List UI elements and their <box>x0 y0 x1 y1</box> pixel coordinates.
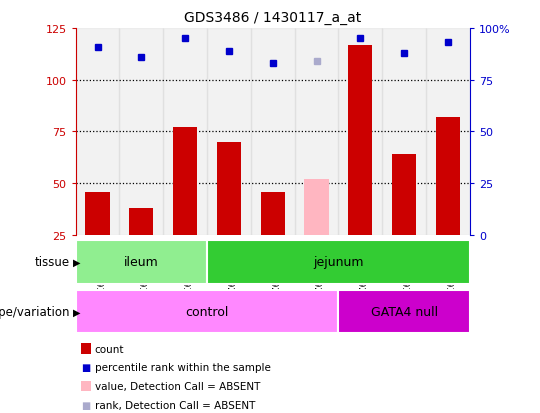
Bar <box>163 29 207 235</box>
Bar <box>173 128 197 235</box>
Text: percentile rank within the sample: percentile rank within the sample <box>94 363 271 373</box>
Text: GATA4 null: GATA4 null <box>370 305 437 318</box>
Text: count: count <box>94 344 124 354</box>
Text: ■: ■ <box>81 363 91 373</box>
Bar <box>76 240 207 284</box>
Bar <box>436 118 460 235</box>
Bar <box>217 142 241 235</box>
Text: ■: ■ <box>81 400 91 410</box>
Text: value, Detection Call = ABSENT: value, Detection Call = ABSENT <box>94 381 260 391</box>
Bar <box>348 45 373 235</box>
Text: jejunum: jejunum <box>313 256 363 269</box>
Bar <box>76 29 119 235</box>
Text: ileum: ileum <box>124 256 159 269</box>
Bar <box>85 192 110 235</box>
Bar <box>129 209 153 235</box>
Bar <box>339 29 382 235</box>
Bar <box>261 192 285 235</box>
Bar <box>392 155 416 235</box>
Bar <box>305 180 328 235</box>
Text: genotype/variation: genotype/variation <box>0 305 70 318</box>
Bar <box>382 29 426 235</box>
Bar <box>339 290 470 334</box>
Text: tissue: tissue <box>35 256 70 269</box>
Bar <box>251 29 295 235</box>
Text: rank, Detection Call = ABSENT: rank, Detection Call = ABSENT <box>94 400 255 410</box>
Title: GDS3486 / 1430117_a_at: GDS3486 / 1430117_a_at <box>184 11 361 25</box>
Bar <box>295 29 339 235</box>
Bar <box>426 29 470 235</box>
Bar <box>76 290 339 334</box>
Text: ▶: ▶ <box>73 257 80 267</box>
Text: control: control <box>185 305 228 318</box>
Text: ▶: ▶ <box>73 307 80 317</box>
Bar <box>119 29 163 235</box>
Bar <box>207 29 251 235</box>
Bar <box>207 240 470 284</box>
